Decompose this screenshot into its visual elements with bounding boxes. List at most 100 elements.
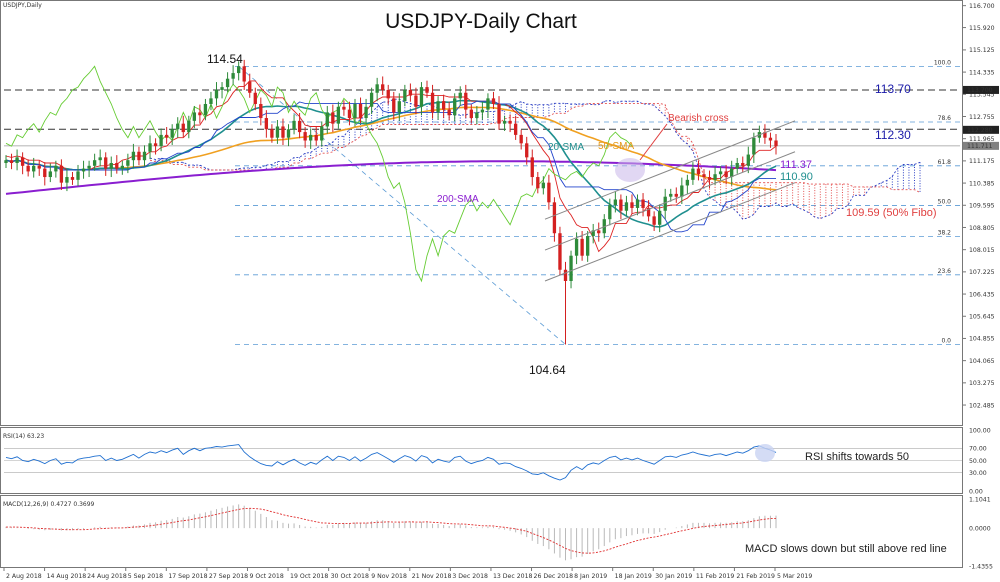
price-tick-label: 110.385 [969, 180, 995, 187]
candle-body [48, 171, 52, 178]
candle-body [441, 101, 446, 110]
main-panel-frame [0, 0, 963, 426]
date-tick-label: 9 Oct 2018 [249, 573, 283, 580]
candle-body [347, 109, 352, 119]
date-tick-label: 21 Nov 2018 [412, 573, 452, 580]
candle-body [381, 84, 385, 90]
candle-body [32, 165, 36, 172]
candle-body [109, 162, 113, 169]
candle-body [336, 106, 341, 124]
fib-label-50.0: 50.0 [938, 198, 952, 205]
candle-body [142, 151, 147, 161]
candle-body [281, 126, 285, 138]
fib-label-0.0: 0.0 [941, 337, 951, 344]
candle-body [658, 210, 662, 225]
candle-body [652, 216, 656, 225]
candle-body [713, 174, 717, 180]
candle-body [453, 98, 457, 116]
candle-body [768, 137, 773, 141]
candle-body [369, 92, 374, 107]
candle-body [231, 73, 235, 79]
candle-body [547, 182, 551, 203]
candle-body [563, 269, 568, 281]
candle-body [65, 177, 69, 183]
candle-body [43, 168, 47, 178]
candle-body [131, 151, 136, 161]
candle-body [15, 157, 19, 163]
candle-body [187, 120, 191, 133]
candle-body [375, 84, 379, 93]
candle-body [574, 238, 579, 256]
price-tick-label: 108.015 [969, 247, 995, 254]
candle-body [558, 233, 562, 270]
candle-body [148, 143, 152, 152]
candle-body [480, 109, 485, 113]
sma200-label: 200-SMA [437, 194, 479, 205]
high-label: 114.54 [207, 52, 243, 66]
price-tick-label: 105.645 [969, 314, 995, 321]
channel-upper-line [544, 120, 796, 220]
candle-body [70, 177, 75, 180]
candle-body [707, 177, 712, 180]
candle-body [613, 199, 618, 206]
rsi-label: RSI(14) 63.23 [3, 433, 44, 440]
candle-body [730, 168, 734, 178]
candle-body [203, 103, 208, 116]
channel-lower-line [544, 182, 796, 282]
candle-body [253, 92, 257, 104]
price-tag-box [963, 125, 999, 134]
candle-body [475, 112, 479, 119]
candle-body [502, 120, 507, 124]
candle-body [126, 160, 130, 166]
candle-body [752, 137, 756, 155]
candle-body [580, 238, 584, 256]
candle-body [364, 106, 368, 119]
price-tick-label: 116.700 [969, 3, 995, 10]
level-label-111-37: 111.37 [780, 159, 812, 171]
candle-body [464, 92, 468, 110]
price-tick-label: 106.435 [969, 291, 995, 298]
date-tick-label: 18 Jan 2019 [615, 573, 652, 580]
candle-body [325, 112, 329, 127]
candle-body [763, 132, 767, 138]
candle-body [26, 165, 30, 172]
price-tick-label: 112.755 [969, 114, 995, 121]
candle-body [408, 89, 413, 96]
price-tick-label: 107.225 [969, 269, 995, 276]
candle-body [120, 165, 124, 169]
candlesticks [4, 59, 778, 345]
candle-body [419, 87, 424, 107]
candle-body [170, 129, 174, 138]
bearish-cross-pointer [639, 123, 668, 161]
candle-body [552, 202, 557, 234]
price-tick-label: 104.855 [969, 336, 995, 343]
senkou-span-a [149, 98, 921, 220]
candle-body [585, 236, 590, 256]
macd-tick-label: -1.4355 [969, 563, 993, 570]
candle-body [508, 120, 512, 124]
candle-body [209, 98, 213, 104]
candle-body [635, 199, 640, 208]
rsi-tick-label: 70.00 [969, 446, 987, 453]
candle-body [264, 118, 269, 130]
macd-tick-label: 1.1041 [969, 496, 991, 503]
candle-body [275, 126, 280, 138]
candle-body [76, 171, 80, 180]
candle-body [436, 101, 440, 113]
candle-body [314, 134, 318, 141]
candle-body [320, 126, 324, 141]
candle-body [735, 162, 739, 169]
date-tick-label: 21 Feb 2019 [736, 573, 775, 580]
candle-body [220, 87, 224, 90]
candle-body [392, 98, 396, 113]
level-label-113-70: 113.70 [875, 82, 911, 96]
candle-body [486, 98, 490, 110]
bearish-cross-label: Bearish cross [668, 113, 729, 124]
price-tick-label: 108.805 [969, 225, 995, 232]
date-tick-label: 30 Oct 2018 [331, 573, 369, 580]
price-tick-label: 109.595 [969, 203, 995, 210]
price-tag-box [963, 85, 999, 94]
date-tick-label: 13 Dec 2018 [493, 573, 533, 580]
macd-label: MACD(12,26,9) 0.4727 0.3699 [3, 501, 95, 508]
